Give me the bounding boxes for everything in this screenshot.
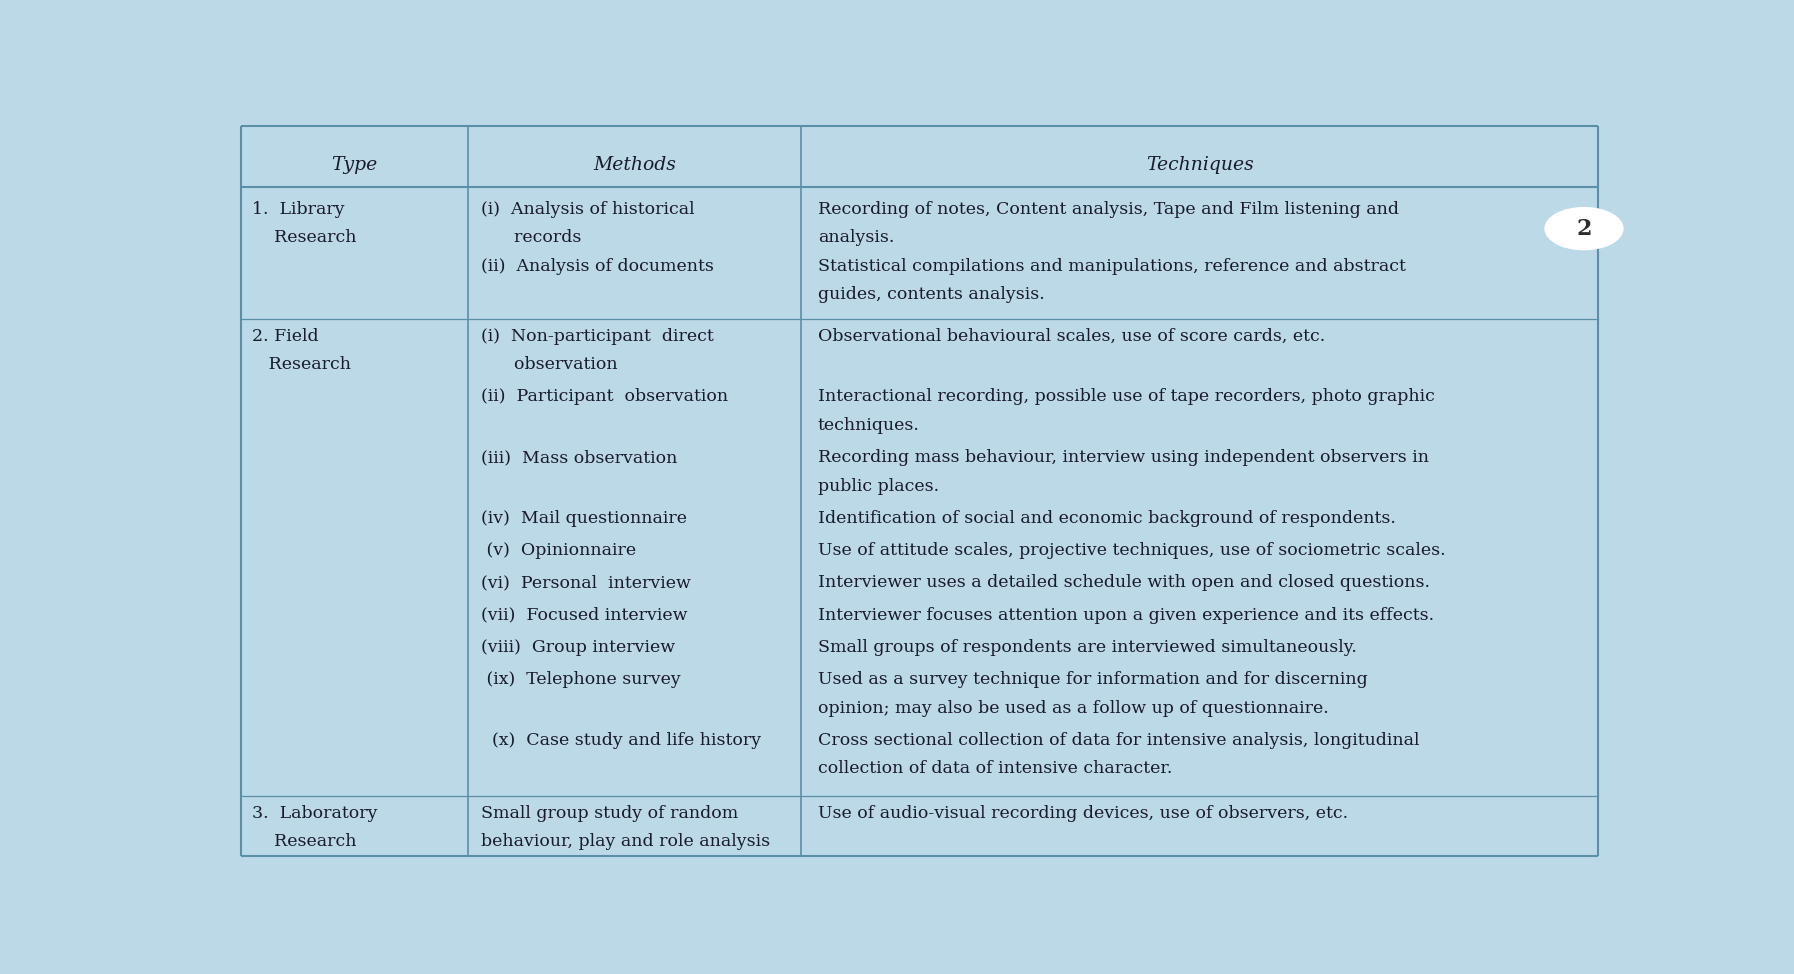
Text: Research: Research [251,230,357,246]
Text: Methods: Methods [594,156,676,174]
Text: guides, contents analysis.: guides, contents analysis. [818,286,1044,303]
Text: techniques.: techniques. [818,417,920,433]
Text: Use of audio-visual recording devices, use of observers, etc.: Use of audio-visual recording devices, u… [818,805,1347,822]
Text: public places.: public places. [818,477,938,495]
Text: Research: Research [251,356,352,373]
Text: (viii)  Group interview: (viii) Group interview [481,639,676,656]
Text: Type: Type [332,156,377,174]
Text: (iii)  Mass observation: (iii) Mass observation [481,449,678,467]
Text: 2. Field: 2. Field [251,327,319,345]
Text: Cross sectional collection of data for intensive analysis, longitudinal: Cross sectional collection of data for i… [818,731,1419,749]
Text: opinion; may also be used as a follow up of questionnaire.: opinion; may also be used as a follow up… [818,699,1329,717]
Text: Statistical compilations and manipulations, reference and abstract: Statistical compilations and manipulatio… [818,258,1406,275]
Text: (v)  Opinionnaire: (v) Opinionnaire [481,543,637,559]
Text: Small groups of respondents are interviewed simultaneously.: Small groups of respondents are intervie… [818,639,1356,656]
Text: (x)  Case study and life history: (x) Case study and life history [481,731,762,749]
Text: Interviewer focuses attention upon a given experience and its effects.: Interviewer focuses attention upon a giv… [818,607,1433,623]
Text: Recording mass behaviour, interview using independent observers in: Recording mass behaviour, interview usin… [818,449,1430,467]
Text: collection of data of intensive character.: collection of data of intensive characte… [818,761,1171,777]
Text: 1.  Library: 1. Library [251,201,344,218]
Text: (ix)  Telephone survey: (ix) Telephone survey [481,671,682,688]
Text: (vii)  Focused interview: (vii) Focused interview [481,607,687,623]
Text: (i)  Non-participant  direct: (i) Non-participant direct [481,327,714,345]
Text: Small group study of random: Small group study of random [481,805,739,822]
Text: behaviour, play and role analysis: behaviour, play and role analysis [481,833,771,850]
Text: Recording of notes, Content analysis, Tape and Film listening and: Recording of notes, Content analysis, Ta… [818,201,1399,218]
Circle shape [1545,207,1624,249]
Text: Observational behavioural scales, use of score cards, etc.: Observational behavioural scales, use of… [818,327,1326,345]
Text: Used as a survey technique for information and for discerning: Used as a survey technique for informati… [818,671,1367,688]
Text: Techniques: Techniques [1146,156,1254,174]
Text: records: records [481,230,581,246]
Text: (iv)  Mail questionnaire: (iv) Mail questionnaire [481,509,687,527]
Text: Use of attitude scales, projective techniques, use of sociometric scales.: Use of attitude scales, projective techn… [818,543,1446,559]
Text: analysis.: analysis. [818,230,893,246]
Text: 3.  Laboratory: 3. Laboratory [251,805,377,822]
Text: (ii)  Analysis of documents: (ii) Analysis of documents [481,258,714,275]
Text: observation: observation [481,356,619,373]
Text: Interactional recording, possible use of tape recorders, photo graphic: Interactional recording, possible use of… [818,389,1435,405]
Text: (vi)  Personal  interview: (vi) Personal interview [481,575,691,591]
Text: 2: 2 [1577,217,1591,240]
Text: Identification of social and economic background of respondents.: Identification of social and economic ba… [818,509,1396,527]
Text: (i)  Analysis of historical: (i) Analysis of historical [481,201,694,218]
Text: Research: Research [251,833,357,850]
Text: (ii)  Participant  observation: (ii) Participant observation [481,389,728,405]
Text: Interviewer uses a detailed schedule with open and closed questions.: Interviewer uses a detailed schedule wit… [818,575,1430,591]
